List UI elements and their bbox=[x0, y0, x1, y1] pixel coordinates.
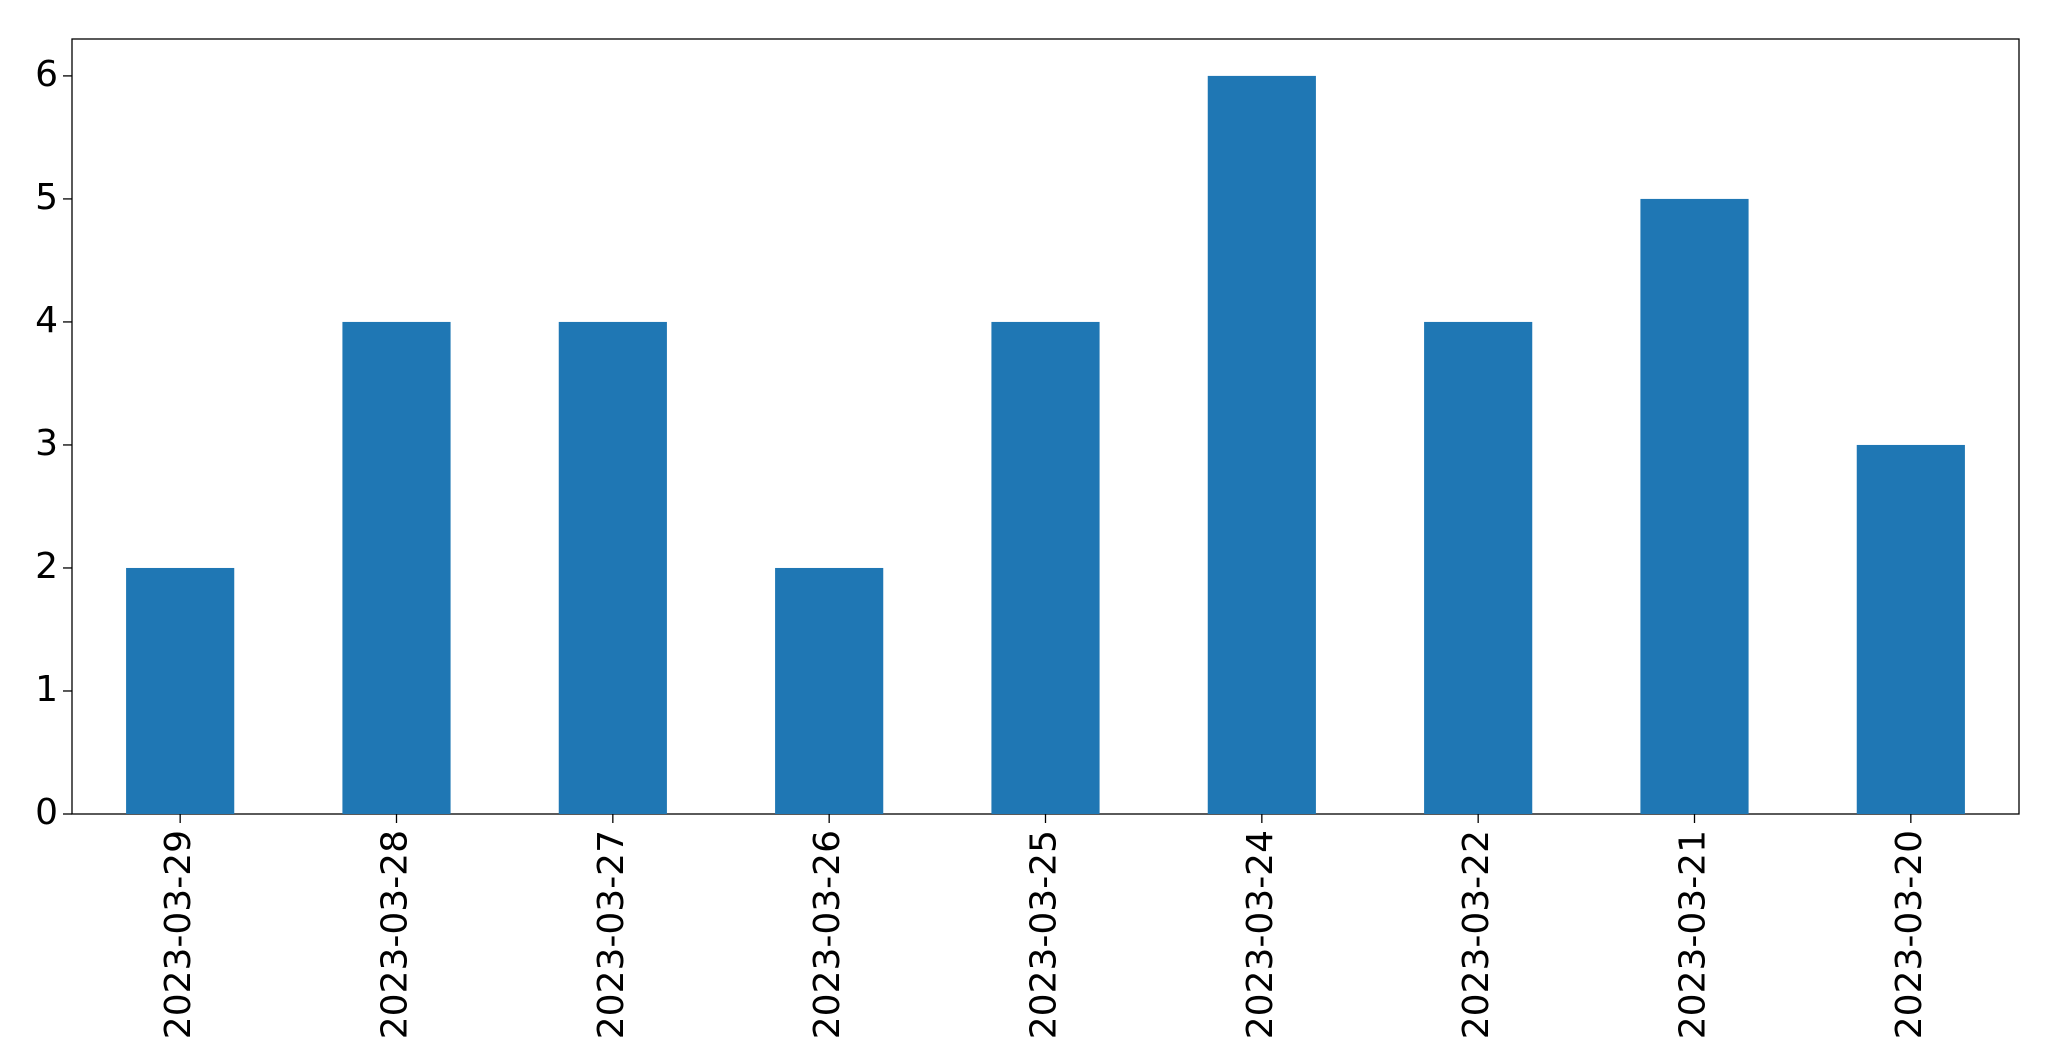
bar bbox=[1856, 444, 1965, 814]
y-tick-label: 3 bbox=[35, 423, 58, 464]
y-tick-label: 2 bbox=[35, 546, 58, 587]
bar bbox=[558, 321, 667, 814]
x-tick-label: 2023-03-24 bbox=[1240, 830, 1281, 1039]
bar bbox=[126, 567, 235, 814]
x-tick-label: 2023-03-20 bbox=[1889, 830, 1930, 1039]
x-tick-label: 2023-03-26 bbox=[807, 830, 848, 1039]
x-tick-label: 2023-03-21 bbox=[1673, 830, 1714, 1039]
bar bbox=[991, 321, 1100, 814]
y-tick-label: 6 bbox=[35, 54, 58, 95]
bar bbox=[1640, 198, 1749, 814]
x-tick-label: 2023-03-27 bbox=[591, 830, 632, 1039]
bar bbox=[775, 567, 884, 814]
y-tick-label: 4 bbox=[35, 300, 58, 341]
y-tick-label: 1 bbox=[35, 669, 58, 710]
bar bbox=[1207, 75, 1316, 814]
x-tick-label: 2023-03-25 bbox=[1024, 830, 1065, 1039]
y-tick-label: 0 bbox=[35, 792, 58, 833]
bar bbox=[342, 321, 451, 814]
y-tick-label: 5 bbox=[35, 177, 58, 218]
x-tick-label: 2023-03-28 bbox=[375, 830, 416, 1039]
x-tick-label: 2023-03-22 bbox=[1456, 830, 1497, 1039]
x-tick-label: 2023-03-29 bbox=[158, 830, 199, 1039]
bar bbox=[1424, 321, 1533, 814]
